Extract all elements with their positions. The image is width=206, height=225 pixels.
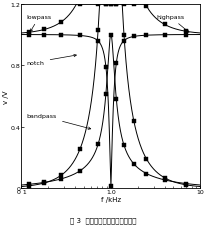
Text: highpass: highpass bbox=[155, 15, 188, 33]
Text: 图 3  二阶通用滤波器的幅频响应: 图 3 二阶通用滤波器的幅频响应 bbox=[70, 216, 136, 223]
Y-axis label: v /V: v /V bbox=[3, 90, 9, 103]
Text: lowpass: lowpass bbox=[27, 15, 52, 32]
Text: notch: notch bbox=[27, 55, 76, 65]
X-axis label: f /kHz: f /kHz bbox=[100, 196, 120, 202]
Text: bandpass: bandpass bbox=[27, 114, 90, 130]
